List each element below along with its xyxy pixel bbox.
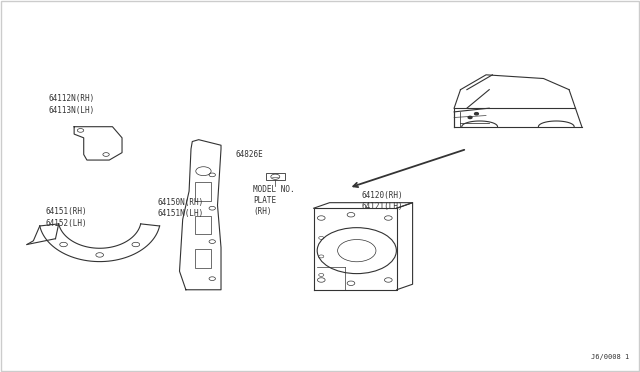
Circle shape: [474, 113, 478, 115]
Text: 64112N(RH)
64113N(LH): 64112N(RH) 64113N(LH): [49, 94, 95, 115]
Circle shape: [468, 116, 472, 119]
Text: 64150N(RH)
64151N(LH): 64150N(RH) 64151N(LH): [157, 198, 204, 218]
Text: 64151(RH)
64152(LH): 64151(RH) 64152(LH): [45, 208, 87, 228]
Bar: [195, 182, 211, 201]
Text: MODEL NO.
PLATE
(RH): MODEL NO. PLATE (RH): [253, 185, 294, 217]
Bar: [195, 249, 211, 267]
Text: 64120(RH)
64121(LH): 64120(RH) 64121(LH): [362, 191, 403, 211]
Bar: [266, 173, 285, 180]
Text: J6/0008 1: J6/0008 1: [591, 354, 630, 360]
Bar: [195, 216, 211, 234]
Text: 64826E: 64826E: [236, 150, 264, 159]
